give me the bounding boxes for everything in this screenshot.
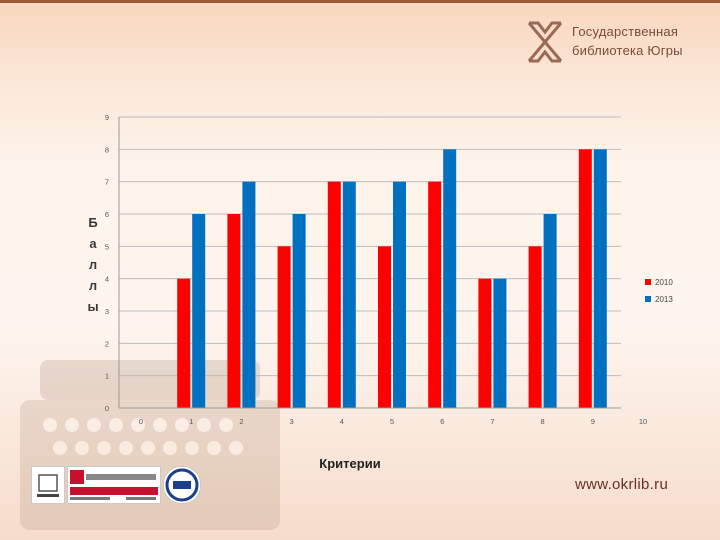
bar-2010-8 bbox=[528, 246, 542, 408]
y-axis-label-letter: л bbox=[88, 257, 98, 272]
y-axis-label-letter: Б bbox=[88, 215, 98, 230]
y-tick-label: 4 bbox=[105, 275, 109, 284]
legend-swatch-2010 bbox=[645, 279, 651, 285]
y-tick-label: 8 bbox=[105, 145, 109, 154]
x-tick-label: 5 bbox=[390, 417, 394, 426]
chart-axes: 0 1 2 3 4 5 6 7 8 9 0 1 2 3 4 5 6 7 8 9 10 bbox=[105, 113, 647, 426]
y-tick-label: 9 bbox=[105, 113, 109, 122]
y-tick-label: 3 bbox=[105, 307, 109, 316]
chart-legend: 2010 2013 bbox=[645, 278, 673, 304]
x-tick-label: 3 bbox=[290, 417, 294, 426]
bar-2013-4 bbox=[342, 181, 356, 408]
bar-2010-3 bbox=[277, 246, 291, 408]
bar-2013-8 bbox=[543, 214, 557, 408]
y-axis-label-letter: ы bbox=[87, 299, 99, 314]
top-border-line bbox=[0, 0, 720, 3]
y-axis-label-letter: л bbox=[88, 278, 98, 293]
y-axis-label-letter: а bbox=[89, 236, 97, 251]
x-tick-label: 10 bbox=[639, 417, 647, 426]
bar-2010-4 bbox=[327, 181, 341, 408]
bar-2010-7 bbox=[478, 278, 492, 408]
bar-2010-9 bbox=[578, 149, 592, 409]
bar-2010-6 bbox=[428, 181, 442, 408]
bar-2013-7 bbox=[493, 278, 507, 408]
x-tick-label: 7 bbox=[490, 417, 494, 426]
legend-swatch-2013 bbox=[645, 296, 651, 302]
legend-label-2010: 2010 bbox=[655, 278, 673, 287]
pci-badge bbox=[31, 466, 65, 504]
x-tick-label: 4 bbox=[340, 417, 344, 426]
website-link[interactable]: www.okrlib.ru bbox=[575, 476, 669, 493]
library-name-line1: Государственная bbox=[572, 24, 679, 39]
bar-2010-1 bbox=[177, 278, 191, 408]
legend-label-2013: 2013 bbox=[655, 295, 673, 304]
bar-2013-2 bbox=[242, 181, 256, 408]
x-tick-label: 1 bbox=[189, 417, 193, 426]
x-axis-label: Критерии bbox=[319, 456, 381, 471]
bar-2013-9 bbox=[593, 149, 607, 409]
library-name-line2: библиотека Югры bbox=[572, 43, 683, 58]
library-name: Государственная библиотека Югры bbox=[572, 22, 683, 60]
x-tick-label: 8 bbox=[541, 417, 545, 426]
y-tick-label: 2 bbox=[105, 339, 109, 348]
bar-2010-5 bbox=[378, 246, 391, 408]
chart-bars bbox=[177, 149, 607, 409]
y-tick-label: 1 bbox=[105, 372, 109, 381]
library-logo: Государственная библиотека Югры bbox=[526, 18, 716, 66]
bar-2013-6 bbox=[443, 149, 457, 409]
x-tick-label: 6 bbox=[440, 417, 444, 426]
bar-2010-2 bbox=[227, 214, 241, 408]
bar-2013-1 bbox=[192, 214, 206, 408]
y-tick-label: 7 bbox=[105, 178, 109, 187]
library-logo-icon bbox=[527, 21, 563, 63]
x-tick-label: 0 bbox=[139, 417, 143, 426]
bar-2013-3 bbox=[292, 214, 306, 408]
x-tick-label: 2 bbox=[239, 417, 243, 426]
quality-austria-badge bbox=[67, 466, 161, 504]
y-tick-label: 6 bbox=[105, 210, 109, 219]
x-tick-label: 9 bbox=[591, 417, 595, 426]
certification-badges bbox=[31, 466, 201, 504]
y-tick-label: 0 bbox=[105, 404, 109, 413]
bar-2013-5 bbox=[393, 181, 406, 408]
y-tick-label: 5 bbox=[105, 242, 109, 251]
iqnet-badge bbox=[163, 466, 201, 504]
